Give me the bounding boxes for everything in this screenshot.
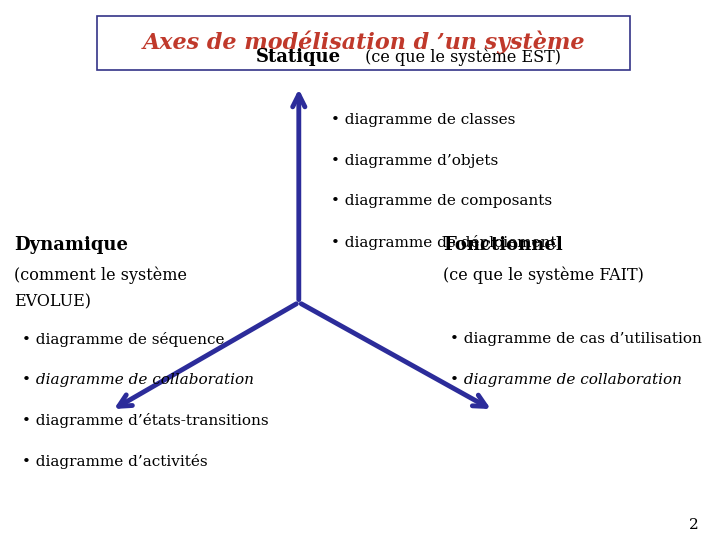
Text: • diagramme de composants: • diagramme de composants: [331, 194, 552, 208]
Text: • diagramme de déploiement: • diagramme de déploiement: [331, 235, 557, 250]
FancyBboxPatch shape: [97, 16, 630, 70]
Text: • diagramme de séquence: • diagramme de séquence: [22, 332, 224, 347]
Text: • diagramme de classes: • diagramme de classes: [331, 113, 516, 127]
Text: • diagramme de collaboration: • diagramme de collaboration: [450, 373, 682, 387]
Text: (comment le système: (comment le système: [14, 266, 187, 284]
Text: Fonctionnel: Fonctionnel: [443, 236, 562, 254]
Text: 2: 2: [688, 518, 698, 532]
Text: Dynamique: Dynamique: [14, 236, 128, 254]
Text: • diagramme d’objets: • diagramme d’objets: [331, 154, 498, 168]
Text: Axes de modélisation d ’un système: Axes de modélisation d ’un système: [143, 31, 585, 55]
Text: EVOLUE): EVOLUE): [14, 294, 91, 310]
Text: (ce que le système FAIT): (ce que le système FAIT): [443, 266, 644, 284]
Text: • diagramme d’activités: • diagramme d’activités: [22, 454, 207, 469]
Text: Statique: Statique: [256, 49, 341, 66]
Text: • diagramme d’états-transitions: • diagramme d’états-transitions: [22, 413, 269, 428]
Text: (ce que le système EST): (ce que le système EST): [360, 49, 561, 66]
Text: • diagramme de collaboration: • diagramme de collaboration: [22, 373, 253, 387]
Text: • diagramme de cas d’utilisation: • diagramme de cas d’utilisation: [450, 332, 702, 346]
